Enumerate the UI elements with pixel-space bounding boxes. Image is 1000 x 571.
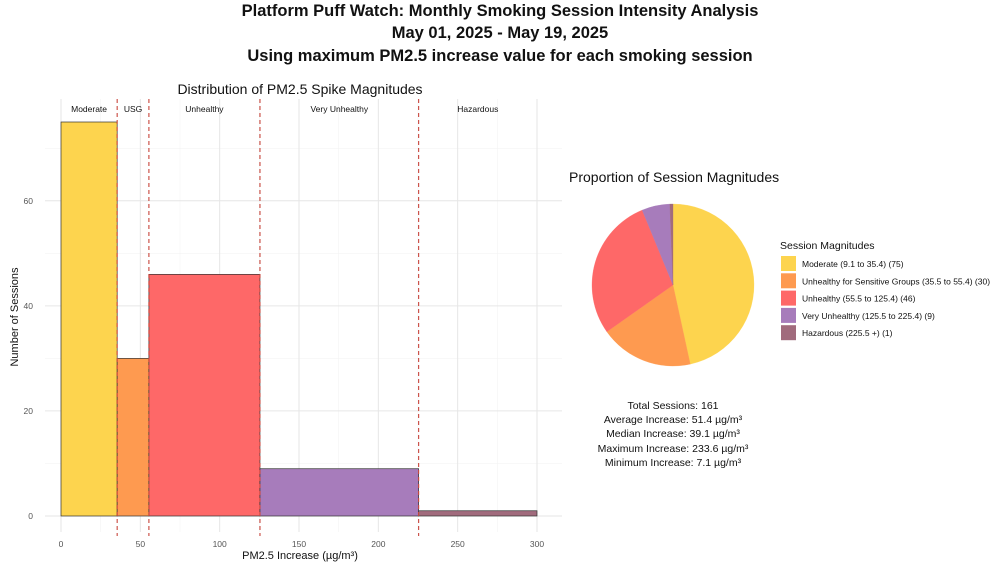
pie-title: Proportion of Session Magnitudes	[569, 169, 779, 185]
legend-label: Hazardous (225.5 +) (1)	[802, 328, 893, 338]
legend-swatch-1	[781, 273, 796, 289]
stat-minimum: Minimum Increase: 7.1 µg/m³	[604, 456, 742, 469]
histogram-bar-2	[148, 273, 261, 517]
x-tick-label: 250	[451, 539, 465, 549]
category-label: Very Unhealthy	[310, 104, 368, 114]
stat-total: Total Sessions: 161	[627, 400, 719, 412]
stat-average: Average Increase: 51.4 µg/m³	[603, 414, 743, 427]
x-tick-label: 0	[59, 539, 64, 549]
pie-slice-2	[591, 209, 674, 332]
histogram-bar-3	[259, 468, 419, 517]
x-tick-label: 100	[213, 539, 227, 549]
histogram-bar-1	[116, 358, 150, 517]
x-tick-label: 300	[530, 539, 544, 549]
summary-stats: Total Sessions: 161 Average Increase: 51…	[573, 399, 773, 470]
pie-chart: Proportion of Session Magnitudes Session …	[569, 169, 990, 367]
legend-swatch-0	[781, 256, 796, 271]
y-tick-label: 40	[24, 301, 34, 311]
pie-slice-4	[669, 203, 674, 286]
histogram-bar-4	[418, 510, 538, 517]
category-label: Moderate	[71, 104, 107, 114]
y-tick-label: 20	[24, 406, 34, 416]
x-axis-label: PM2.5 Increase (µg/m³)	[242, 550, 358, 562]
legend-swatch-3	[781, 307, 796, 323]
legend-title: Session Magnitudes	[780, 240, 875, 252]
legend-swatch-2	[781, 290, 796, 306]
category-label: USG	[124, 104, 142, 114]
stat-median: Median Increase: 39.1 µg/m³	[606, 428, 740, 441]
legend-label: Unhealthy (55.5 to 125.4) (46)	[802, 294, 916, 304]
x-tick-label: 150	[292, 539, 306, 549]
x-tick-label: 50	[136, 539, 146, 549]
y-tick-label: 60	[24, 196, 34, 206]
category-label: Unhealthy	[185, 104, 224, 114]
legend-label: Unhealthy for Sensitive Groups (35.5 to …	[802, 276, 990, 286]
y-tick-label: 0	[28, 511, 33, 521]
pie-slice-1	[606, 284, 691, 367]
legend-label: Moderate (9.1 to 35.4) (75)	[802, 259, 904, 269]
date-range-subtitle: May 01, 2025 - May 19, 2025	[391, 24, 609, 42]
pie-slice-0	[672, 203, 755, 365]
method-subtitle: Using maximum PM2.5 increase value for e…	[247, 47, 753, 65]
histogram-bar-0	[60, 121, 118, 517]
legend-label: Very Unhealthy (125.5 to 225.4) (9)	[802, 311, 935, 321]
stat-maximum: Maximum Increase: 233.6 µg/m³	[597, 442, 749, 455]
x-tick-label: 200	[371, 539, 385, 549]
legend-swatch-4	[781, 325, 796, 341]
category-label: Hazardous	[457, 104, 498, 114]
histogram-title: Distribution of PM2.5 Spike Magnitudes	[177, 81, 422, 97]
histogram-chart: Moderate USG Unhealthy Very Unhealthy Hazard…	[9, 81, 562, 562]
page-title: Platform Puff Watch: Monthly Smoking Ses…	[241, 2, 759, 20]
y-axis-label: Number of Sessions	[9, 267, 21, 367]
